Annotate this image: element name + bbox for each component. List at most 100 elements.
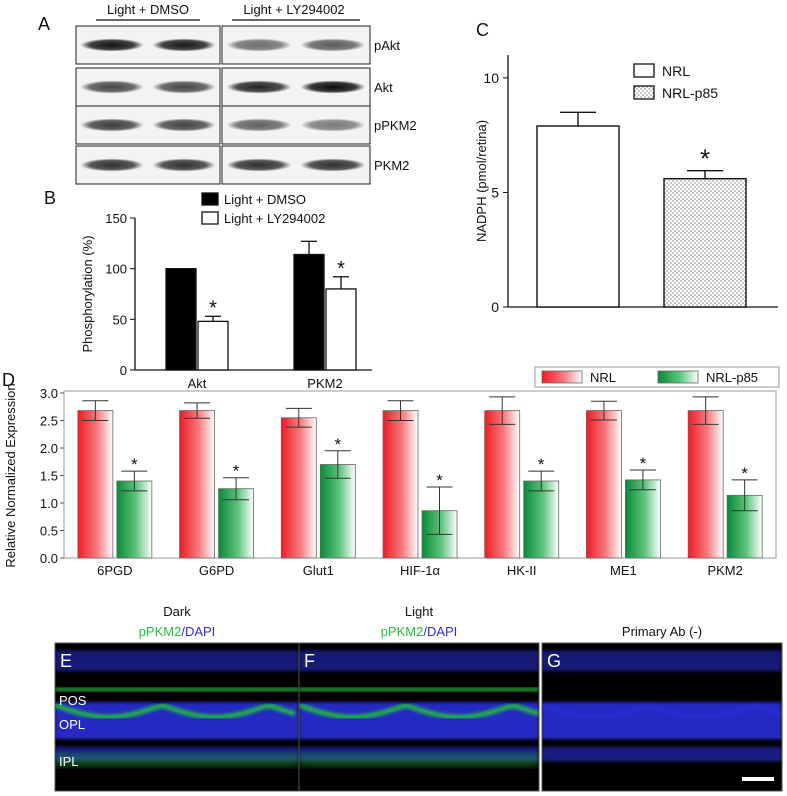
d-significance: * bbox=[538, 455, 545, 474]
wb-band bbox=[226, 38, 292, 52]
stain-separator: / bbox=[423, 624, 427, 639]
d-legend-label: NRL bbox=[590, 370, 616, 385]
c-y-tick-label: 10 bbox=[483, 70, 499, 86]
b-significance: * bbox=[337, 258, 345, 280]
stain-label-green: pPKM2 bbox=[381, 624, 424, 639]
wb-band bbox=[300, 118, 366, 132]
d-plot-frame bbox=[63, 390, 777, 559]
wb-row-label: Akt bbox=[374, 80, 393, 95]
d-y-tick-label: 2.0 bbox=[40, 441, 58, 456]
d-significance: * bbox=[741, 464, 748, 483]
panel-label-d: D bbox=[2, 370, 15, 390]
micrograph-panel-f: F Light pPKM2/DAPI bbox=[298, 604, 540, 792]
micrograph-opl-signal bbox=[55, 702, 296, 720]
d-significance: * bbox=[233, 462, 240, 481]
d-y-tick-label: 0.5 bbox=[40, 524, 58, 539]
micrograph-stain-caption: pPKM2/DAPI bbox=[381, 624, 458, 639]
chart-b: 0 50 100 150 Phosphorylation (%) * Akt * PKM2 Lig… bbox=[80, 192, 372, 391]
micrograph-title: Dark bbox=[163, 604, 191, 619]
c-y-tick-label: 5 bbox=[491, 184, 499, 200]
micrograph-opl-signal bbox=[542, 702, 782, 720]
wb-band bbox=[226, 118, 292, 132]
micrograph-title: Light bbox=[405, 604, 434, 619]
d-bar bbox=[319, 464, 356, 559]
d-legend-swatch bbox=[541, 370, 583, 384]
d-bar bbox=[687, 410, 724, 559]
b-x-tick-label: PKM2 bbox=[307, 376, 342, 391]
wb-band bbox=[80, 118, 144, 132]
d-bar bbox=[586, 410, 622, 559]
wb-band bbox=[80, 80, 144, 94]
wb-band bbox=[152, 80, 216, 94]
b-y-tick-label: 100 bbox=[105, 262, 127, 277]
panel-label-a: A bbox=[38, 14, 50, 34]
d-bar bbox=[625, 479, 661, 559]
micrograph-ipl-signal bbox=[299, 752, 539, 768]
micrograph-image bbox=[299, 643, 539, 791]
b-legend-label: Light + LY294002 bbox=[224, 211, 325, 226]
b-y-tick-label: 150 bbox=[105, 211, 127, 226]
wb-band bbox=[152, 118, 216, 132]
d-legend-label: NRL-p85 bbox=[706, 370, 758, 385]
micrograph-image bbox=[55, 643, 299, 791]
d-x-tick-label: PKM2 bbox=[707, 563, 742, 578]
c-legend-label: NRL-p85 bbox=[662, 85, 718, 101]
wb-band bbox=[226, 80, 292, 94]
d-y-tick-label: 3.0 bbox=[40, 386, 58, 401]
d-y-tick-label: 2.5 bbox=[40, 414, 58, 429]
c-legend-swatch bbox=[633, 85, 655, 100]
d-x-tick-label: ME1 bbox=[610, 563, 637, 578]
wb-group-label-2: Light + LY294002 bbox=[243, 2, 344, 17]
stain-label-blue: DAPI bbox=[185, 624, 215, 639]
wb-group-label-1: Light + DMSO bbox=[107, 2, 189, 17]
micrograph-title: Primary Ab (-) bbox=[622, 624, 702, 639]
b-bar bbox=[293, 253, 325, 371]
micrograph-nuclear-layer bbox=[299, 650, 539, 672]
b-legend-label: Light + DMSO bbox=[224, 192, 306, 207]
d-bar bbox=[218, 488, 254, 559]
d-bar bbox=[382, 410, 419, 559]
stain-label-green: pPKM2 bbox=[139, 624, 182, 639]
c-legend-swatch bbox=[633, 63, 655, 78]
d-bar bbox=[484, 410, 521, 559]
micrograph-pos-signal bbox=[55, 687, 299, 692]
b-y-axis-label: Phosphorylation (%) bbox=[80, 235, 95, 352]
micrograph-ipl-signal bbox=[55, 752, 299, 768]
d-x-tick-label: HIF-1α bbox=[400, 563, 441, 578]
panel-label-b: B bbox=[44, 188, 56, 208]
wb-band bbox=[152, 38, 216, 52]
d-legend-box bbox=[534, 366, 780, 388]
micrograph-layer-label: OPL bbox=[59, 717, 85, 732]
b-bar bbox=[197, 320, 229, 371]
b-bar bbox=[165, 268, 197, 371]
b-legend-swatch bbox=[201, 211, 219, 225]
c-bar bbox=[663, 178, 747, 308]
d-significance: * bbox=[334, 435, 341, 454]
c-bar bbox=[536, 125, 620, 308]
b-y-tick-label: 0 bbox=[120, 363, 127, 378]
wb-band bbox=[80, 38, 144, 52]
wb-row-label: PKM2 bbox=[374, 158, 409, 173]
micrograph-panel-label: G bbox=[547, 651, 561, 671]
d-bar bbox=[179, 410, 215, 559]
b-y-tick-label: 50 bbox=[113, 312, 127, 327]
scale-bar bbox=[742, 777, 774, 781]
stain-label-blue: DAPI bbox=[427, 624, 457, 639]
micrograph-panel-label: F bbox=[304, 651, 315, 671]
micrograph-panel-e: E Dark pPKM2/DAPI POS OPL IPL bbox=[54, 604, 300, 792]
d-y-axis-label: Relative Normalized Expression bbox=[3, 383, 18, 567]
d-x-tick-label: G6PD bbox=[199, 563, 234, 578]
chart-c: 0 5 10 NADPH (pmol/retina) * NRL NRL-p85 bbox=[474, 55, 778, 315]
d-bar bbox=[280, 417, 317, 559]
d-significance: * bbox=[640, 454, 647, 473]
micrograph-layer-label: IPL bbox=[59, 754, 79, 769]
d-significance: * bbox=[131, 455, 138, 474]
wb-row-label: pAkt bbox=[374, 38, 400, 53]
c-y-tick-label: 0 bbox=[491, 299, 499, 315]
micrograph-panel-label: E bbox=[60, 651, 72, 671]
micrograph-panel-g: G Primary Ab (-) bbox=[541, 624, 783, 792]
c-significance: * bbox=[700, 144, 710, 174]
d-bar bbox=[523, 480, 560, 559]
panel-label-c: C bbox=[476, 20, 489, 40]
